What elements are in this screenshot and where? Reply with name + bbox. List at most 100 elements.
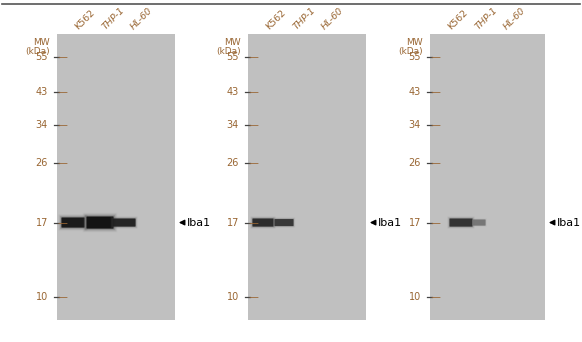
FancyBboxPatch shape <box>274 218 294 227</box>
Text: —: — <box>55 52 68 63</box>
Text: —: — <box>55 158 68 168</box>
FancyBboxPatch shape <box>253 219 274 226</box>
Text: —: — <box>246 120 259 130</box>
Bar <box>430 34 545 320</box>
Text: —: — <box>55 292 68 302</box>
Text: —: — <box>246 158 259 168</box>
FancyBboxPatch shape <box>252 218 274 227</box>
Text: K562: K562 <box>446 8 470 31</box>
Text: —: — <box>246 87 259 97</box>
FancyBboxPatch shape <box>62 218 84 227</box>
Bar <box>248 34 366 320</box>
FancyBboxPatch shape <box>84 215 115 231</box>
FancyBboxPatch shape <box>251 217 275 228</box>
Text: 55: 55 <box>226 52 239 63</box>
FancyBboxPatch shape <box>275 219 293 226</box>
Text: 43: 43 <box>227 87 239 97</box>
Text: —: — <box>428 218 441 227</box>
Text: 26: 26 <box>409 158 421 168</box>
FancyBboxPatch shape <box>112 218 136 227</box>
FancyBboxPatch shape <box>473 220 485 226</box>
FancyBboxPatch shape <box>472 219 486 226</box>
Text: —: — <box>246 292 259 302</box>
Text: —: — <box>428 87 441 97</box>
FancyBboxPatch shape <box>473 220 485 225</box>
Text: THP-1: THP-1 <box>101 5 126 31</box>
Text: 43: 43 <box>36 87 48 97</box>
Text: —: — <box>428 52 441 63</box>
FancyBboxPatch shape <box>62 218 84 227</box>
Text: 17: 17 <box>409 218 421 227</box>
FancyBboxPatch shape <box>473 220 485 225</box>
FancyBboxPatch shape <box>113 219 136 226</box>
FancyBboxPatch shape <box>113 219 135 226</box>
FancyBboxPatch shape <box>84 214 116 231</box>
FancyBboxPatch shape <box>448 217 474 228</box>
FancyBboxPatch shape <box>275 219 293 226</box>
FancyBboxPatch shape <box>449 219 473 226</box>
FancyBboxPatch shape <box>61 217 85 228</box>
FancyBboxPatch shape <box>449 218 474 227</box>
Text: 26: 26 <box>226 158 239 168</box>
Text: (kDa): (kDa) <box>398 47 423 56</box>
Bar <box>57 34 175 320</box>
FancyBboxPatch shape <box>473 220 485 226</box>
FancyBboxPatch shape <box>252 218 274 227</box>
Text: —: — <box>55 120 68 130</box>
FancyBboxPatch shape <box>450 219 473 226</box>
FancyBboxPatch shape <box>111 217 137 228</box>
Text: 34: 34 <box>36 120 48 130</box>
FancyBboxPatch shape <box>275 220 293 226</box>
Text: (kDa): (kDa) <box>26 47 50 56</box>
Text: —: — <box>428 292 441 302</box>
Text: MW: MW <box>225 38 241 47</box>
FancyBboxPatch shape <box>85 215 115 230</box>
FancyBboxPatch shape <box>112 219 136 227</box>
FancyBboxPatch shape <box>61 217 85 228</box>
FancyBboxPatch shape <box>59 215 87 229</box>
FancyBboxPatch shape <box>112 218 136 227</box>
Text: 10: 10 <box>409 292 421 302</box>
Text: THP-1: THP-1 <box>292 5 317 31</box>
FancyBboxPatch shape <box>472 219 486 226</box>
FancyBboxPatch shape <box>61 216 86 229</box>
FancyBboxPatch shape <box>87 217 113 228</box>
Text: Iba1: Iba1 <box>378 218 402 227</box>
FancyBboxPatch shape <box>253 219 274 226</box>
Text: HL-60: HL-60 <box>129 5 154 31</box>
Text: 17: 17 <box>36 218 48 227</box>
Text: Iba1: Iba1 <box>187 218 211 227</box>
Text: Iba1: Iba1 <box>557 218 581 227</box>
Text: —: — <box>428 120 441 130</box>
FancyBboxPatch shape <box>450 219 472 226</box>
FancyBboxPatch shape <box>274 219 294 226</box>
Text: —: — <box>55 218 68 227</box>
FancyBboxPatch shape <box>253 219 273 226</box>
FancyBboxPatch shape <box>448 217 474 228</box>
FancyBboxPatch shape <box>253 219 274 227</box>
FancyBboxPatch shape <box>449 219 473 227</box>
Text: —: — <box>246 218 259 227</box>
FancyBboxPatch shape <box>112 218 136 227</box>
FancyBboxPatch shape <box>87 216 113 228</box>
Text: 26: 26 <box>36 158 48 168</box>
FancyBboxPatch shape <box>86 216 115 229</box>
Text: 55: 55 <box>409 52 421 63</box>
Text: 10: 10 <box>36 292 48 302</box>
FancyBboxPatch shape <box>84 214 116 231</box>
FancyBboxPatch shape <box>112 219 136 226</box>
Text: 43: 43 <box>409 87 421 97</box>
FancyBboxPatch shape <box>251 218 275 227</box>
Text: THP-1: THP-1 <box>474 5 499 31</box>
Text: 17: 17 <box>226 218 239 227</box>
FancyBboxPatch shape <box>111 217 137 228</box>
Text: 34: 34 <box>227 120 239 130</box>
FancyBboxPatch shape <box>274 218 294 227</box>
FancyBboxPatch shape <box>87 216 113 228</box>
Text: 10: 10 <box>227 292 239 302</box>
FancyBboxPatch shape <box>274 219 294 226</box>
Text: HL-60: HL-60 <box>502 5 527 31</box>
Text: K562: K562 <box>265 8 288 31</box>
Text: HL-60: HL-60 <box>320 5 345 31</box>
Text: MW: MW <box>406 38 423 47</box>
